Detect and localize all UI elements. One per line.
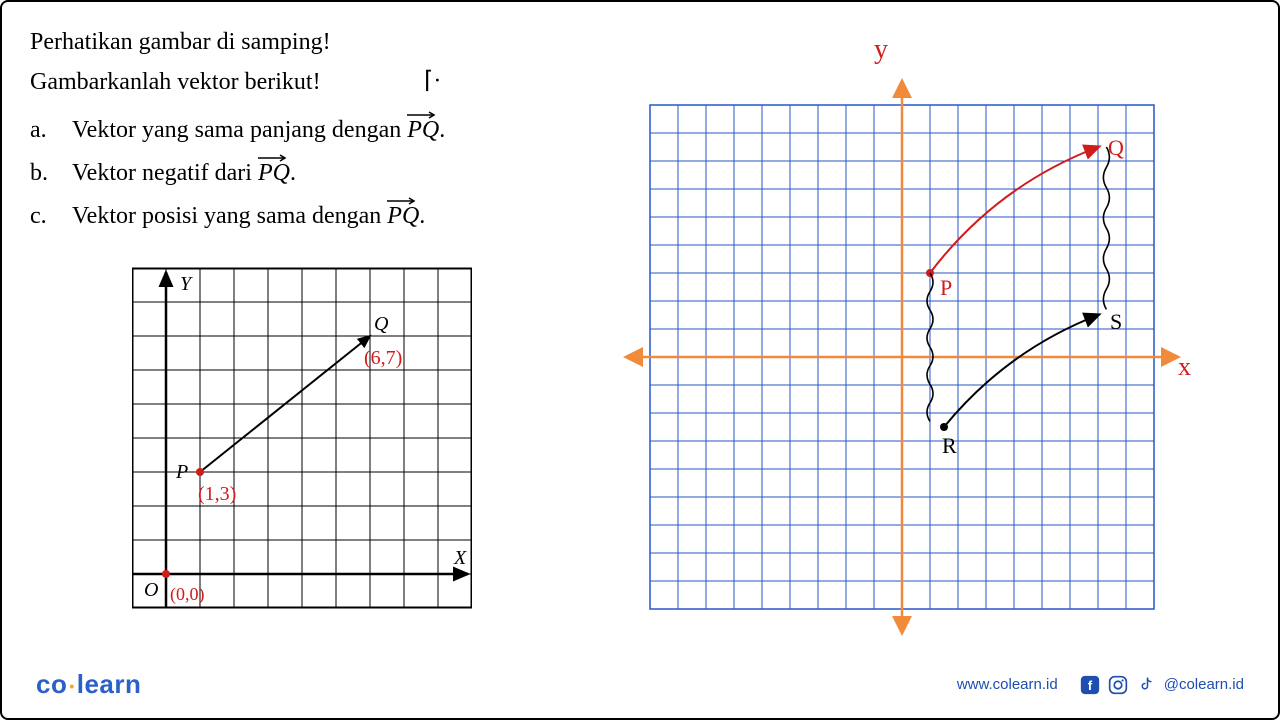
handwritten-bracket: ⌈· (424, 66, 441, 95)
big-graph: P Q R S (622, 77, 1182, 637)
big-x-label: x (1178, 352, 1191, 382)
footer-url: www.colearn.id (957, 676, 1058, 693)
svg-text:(1,3): (1,3) (198, 483, 236, 505)
svg-text:Q: Q (374, 313, 389, 335)
svg-text:f: f (1087, 678, 1092, 693)
small-graph: Y X O P Q (1,3) (6,7) (0,0) (132, 264, 472, 612)
q-c-text: Vektor posisi yang sama dengan PQ . (72, 195, 425, 238)
vector-pq-c: PQ (387, 195, 419, 238)
footer: co•learn www.colearn.id f @colearn.id (2, 669, 1278, 700)
q-b-label: b. (30, 152, 54, 195)
vector-pq-a: PQ (407, 109, 439, 152)
svg-text:(6,7): (6,7) (364, 347, 402, 369)
svg-text:X: X (453, 547, 467, 569)
footer-right: www.colearn.id f @colearn.id (957, 675, 1244, 695)
svg-text:S: S (1110, 309, 1122, 334)
footer-handle: @colearn.id (1164, 676, 1244, 693)
logo-co: co (36, 669, 67, 699)
heading-line-1: Perhatikan gambar di samping! (30, 26, 1250, 58)
svg-text:(0,0): (0,0) (170, 584, 205, 605)
svg-text:O: O (144, 579, 158, 601)
logo-dot: • (67, 678, 76, 694)
logo: co•learn (36, 669, 141, 700)
svg-text:Q: Q (1108, 135, 1124, 160)
q-c-label: c. (30, 195, 54, 238)
social-icons: f @colearn.id (1080, 675, 1244, 695)
logo-learn: learn (77, 669, 142, 699)
q-a-text: Vektor yang sama panjang dengan PQ . (72, 109, 445, 152)
vector-pq-b: PQ (258, 152, 290, 195)
q-a-label: a. (30, 109, 54, 152)
instagram-icon (1108, 675, 1128, 695)
tiktok-icon (1136, 675, 1156, 695)
q-b-text: Vektor negatif dari PQ . (72, 152, 296, 195)
svg-text:P: P (940, 275, 952, 300)
svg-text:Y: Y (180, 273, 193, 295)
svg-text:P: P (175, 461, 188, 483)
facebook-icon: f (1080, 675, 1100, 695)
svg-text:R: R (942, 433, 957, 458)
big-y-label: y (874, 34, 888, 66)
